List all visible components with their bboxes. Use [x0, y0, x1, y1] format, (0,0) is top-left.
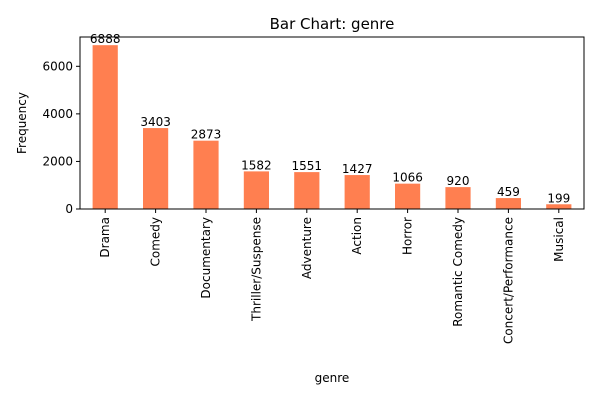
x-tick-label-4: Adventure	[300, 217, 314, 279]
x-tick-label-3: Thriller/Suspense	[249, 217, 263, 322]
data-label-7: 920	[447, 174, 470, 188]
data-label-8: 459	[497, 185, 520, 199]
x-tick-label-1: Comedy	[149, 217, 163, 267]
chart-title: Bar Chart: genre	[270, 15, 395, 33]
x-tick-label-6: Horror	[401, 217, 415, 255]
bar-8	[495, 198, 521, 209]
bar-1	[143, 128, 169, 209]
x-tick-label-2: Documentary	[199, 217, 213, 299]
y-tick-label-1: 2000	[42, 154, 73, 168]
x-axis-ticks: Drama Comedy Documentary Thriller/Suspense A…	[98, 209, 566, 344]
data-label-2: 2873	[191, 128, 222, 142]
x-tick-label-0: Drama	[98, 217, 112, 258]
data-labels-group: 6888 3403 2873 1582 1551 1427 1066 920 459 199	[90, 32, 570, 205]
bar-9	[546, 204, 572, 209]
y-tick-label-3: 6000	[42, 59, 73, 73]
x-tick-label-9: Musical	[552, 217, 566, 262]
bar-6	[395, 183, 421, 209]
plot-frame	[79, 36, 585, 210]
y-axis-label: Frequency	[15, 92, 29, 154]
data-label-5: 1427	[342, 162, 373, 176]
bars-group	[92, 45, 572, 210]
bar-7	[445, 187, 471, 209]
y-axis-ticks: 0 2000 4000 6000	[42, 59, 80, 216]
x-tick-label-7: Romantic Comedy	[451, 217, 465, 327]
bar-0	[92, 45, 118, 210]
x-axis-label: genre	[315, 371, 350, 385]
bar-4	[294, 172, 320, 209]
data-label-9: 199	[547, 191, 570, 205]
data-label-0: 6888	[90, 32, 121, 46]
bar-2	[193, 140, 219, 209]
data-label-3: 1582	[241, 158, 272, 172]
y-tick-label-0: 0	[65, 202, 73, 216]
data-label-6: 1066	[392, 171, 423, 185]
bar-3	[243, 171, 269, 210]
x-tick-label-8: Concert/Performance	[501, 217, 515, 344]
y-tick-label-2: 4000	[42, 107, 73, 121]
x-tick-label-5: Action	[350, 217, 364, 255]
data-label-4: 1551	[292, 159, 323, 173]
bar-5	[344, 175, 370, 209]
data-label-1: 3403	[140, 115, 171, 129]
